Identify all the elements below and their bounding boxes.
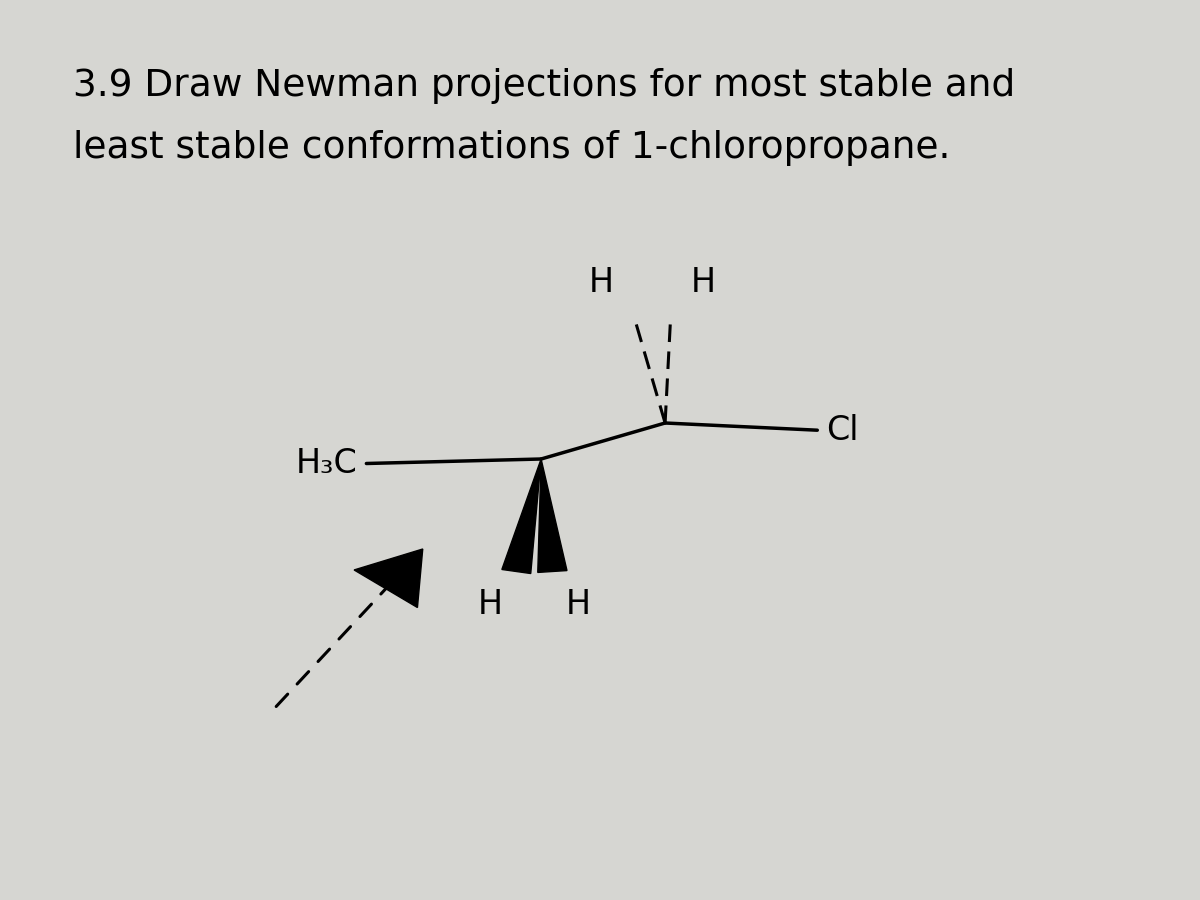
Text: least stable conformations of 1-chloropropane.: least stable conformations of 1-chloropr…: [73, 130, 950, 166]
Text: H: H: [566, 588, 590, 621]
Text: H: H: [691, 266, 716, 299]
Text: H: H: [588, 266, 613, 299]
Polygon shape: [538, 459, 566, 572]
Polygon shape: [354, 549, 422, 608]
Text: 3.9 Draw Newman projections for most stable and: 3.9 Draw Newman projections for most sta…: [73, 68, 1015, 104]
Text: H₃C: H₃C: [295, 447, 358, 480]
Text: Cl: Cl: [827, 414, 859, 446]
Text: H: H: [478, 588, 503, 621]
Polygon shape: [502, 459, 541, 573]
